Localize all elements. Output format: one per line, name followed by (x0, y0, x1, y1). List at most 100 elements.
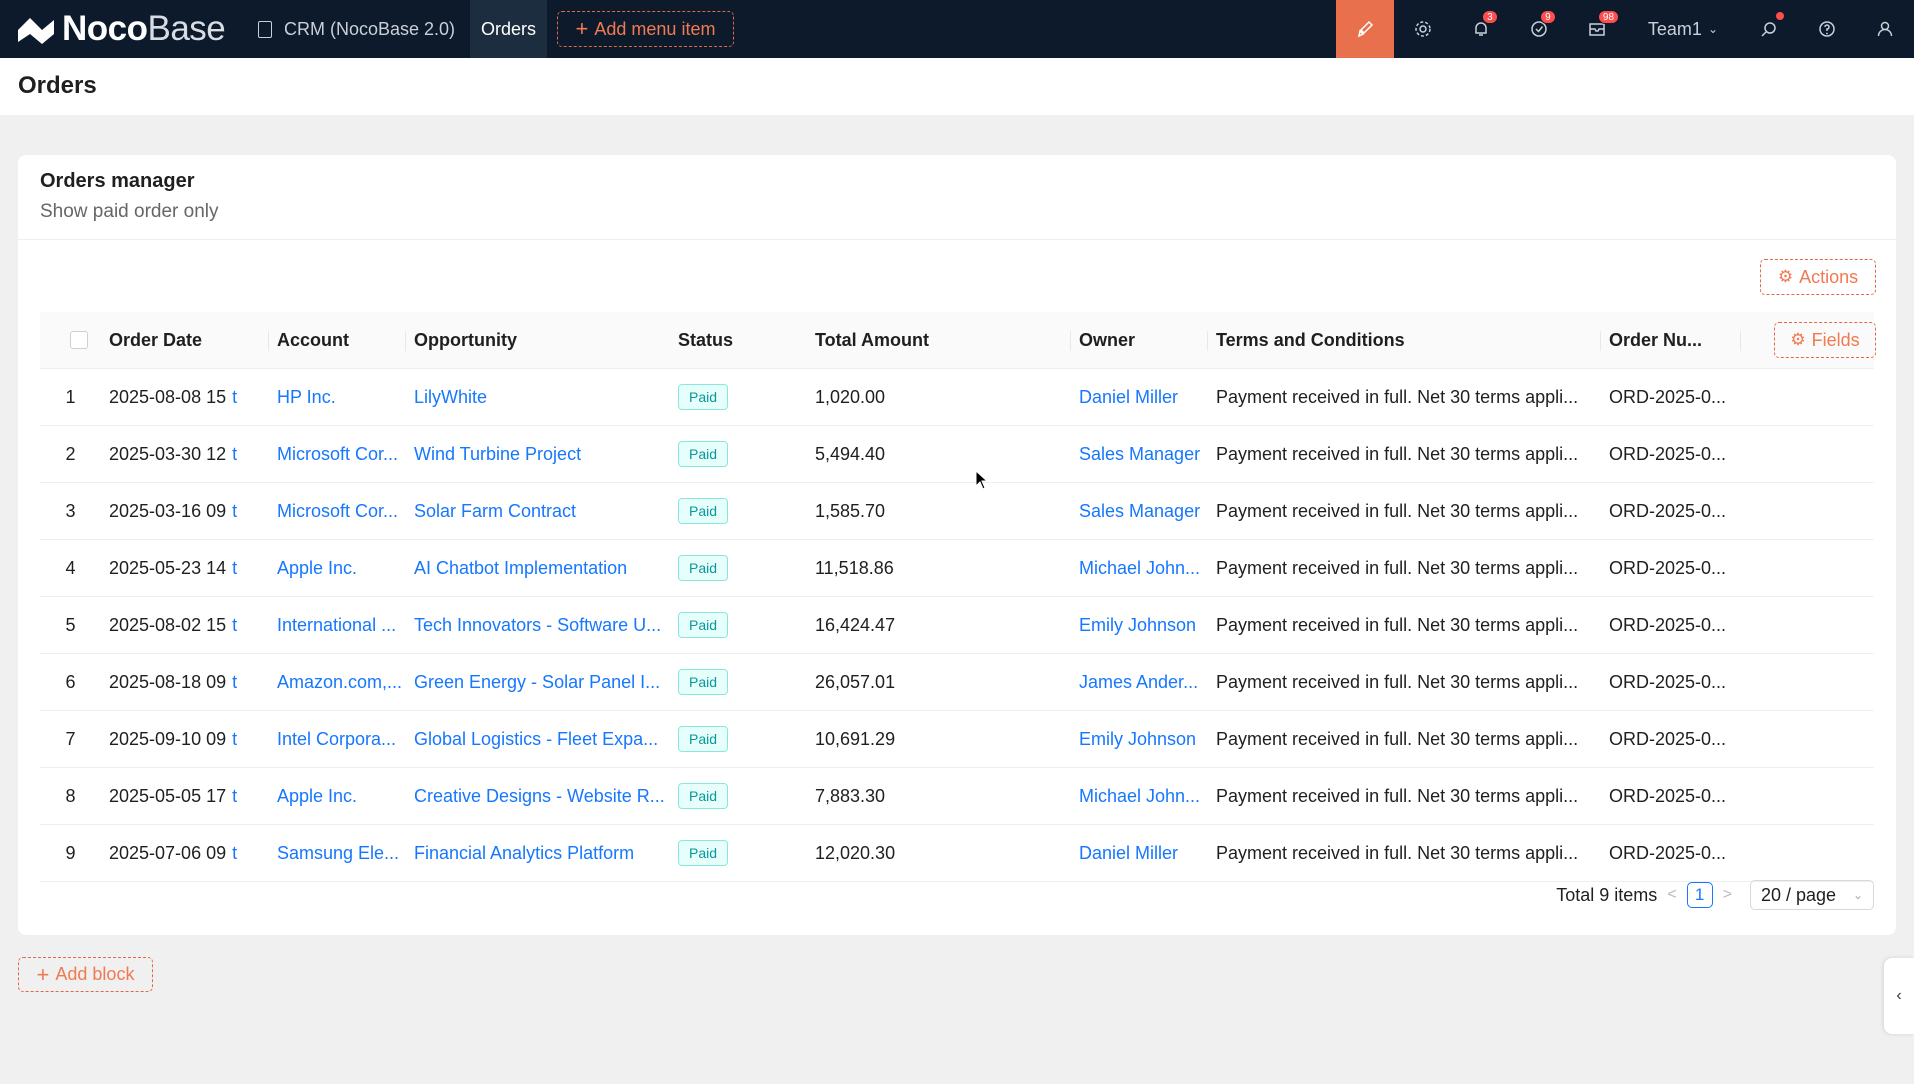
order-date-cell: 2025-08-02 15 t (101, 597, 269, 654)
table-body: 1 2025-08-08 15 t HP Inc. LilyWhite Paid 1,020… (40, 369, 1874, 882)
table-row[interactable]: 1 2025-08-08 15 t HP Inc. LilyWhite Paid 1,020… (40, 369, 1874, 426)
opportunity-link[interactable]: AI Chatbot Implementation (414, 557, 628, 578)
pagination-total: Total 9 items (1556, 884, 1658, 905)
row-index: 6 (65, 671, 76, 692)
page-number[interactable]: 1 (1686, 882, 1713, 908)
owner-link[interactable]: James Ander... (1079, 671, 1199, 692)
owner-link[interactable]: Emily Johnson (1079, 614, 1197, 635)
settings-button[interactable] (1394, 0, 1452, 58)
date-suffix: t (232, 557, 238, 578)
gear-icon: ⚙ (1790, 330, 1806, 349)
row-index: 2 (65, 443, 76, 464)
column-header[interactable]: Terms and Conditions (1208, 312, 1601, 369)
owner-link[interactable]: Daniel Miller (1079, 842, 1179, 863)
status-badge: Paid (678, 384, 729, 410)
owner-link[interactable]: Sales Manager (1079, 500, 1201, 521)
user-menu-button[interactable] (1856, 0, 1914, 58)
date-suffix: t (232, 500, 238, 521)
status-cell: Paid (670, 426, 807, 483)
owner-link[interactable]: Michael John... (1079, 557, 1201, 578)
account-link[interactable]: Microsoft Cor... (277, 443, 399, 464)
select-all-checkbox[interactable] (70, 331, 88, 349)
opportunity-link[interactable]: Global Logistics - Fleet Expa... (414, 728, 659, 749)
owner-link[interactable]: Sales Manager (1079, 443, 1201, 464)
fields-button[interactable]: ⚙ Fields (1774, 322, 1876, 358)
status-cell: Paid (670, 654, 807, 711)
account-link[interactable]: Microsoft Cor... (277, 500, 399, 521)
chevron-right-icon[interactable]: > (1722, 886, 1732, 903)
account-link[interactable]: Amazon.com,... (277, 671, 403, 692)
opportunity-link[interactable]: Financial Analytics Platform (414, 842, 635, 863)
opportunity-link[interactable]: Tech Innovators - Software U... (414, 614, 662, 635)
card-description: Show paid order only (40, 201, 219, 222)
order-date-cell: 2025-05-05 17 t (101, 768, 269, 825)
add-menu-item-button[interactable]: + Add menu item (557, 11, 734, 47)
order-date: 2025-07-06 09 (109, 842, 227, 863)
terms-cell: Payment received in full. Net 30 terms a… (1216, 500, 1579, 521)
date-suffix: t (232, 386, 238, 407)
opportunity-link[interactable]: Creative Designs - Website R... (414, 785, 665, 806)
owner-link[interactable]: Daniel Miller (1079, 386, 1179, 407)
column-header[interactable]: Order Date (101, 312, 269, 369)
account-link[interactable]: Apple Inc. (277, 785, 358, 806)
actions-button[interactable]: ⚙ Actions (1760, 259, 1876, 295)
team-switcher[interactable]: Team1 ⌄ (1626, 0, 1740, 58)
column-header[interactable]: Account (269, 312, 406, 369)
column-header[interactable]: Owner (1071, 312, 1208, 369)
plus-icon: + (575, 16, 589, 41)
table-row[interactable]: 7 2025-09-10 09 t Intel Corpora... Global Lo… (40, 711, 1874, 768)
doc-icon (258, 20, 272, 38)
sidebar-toggle[interactable]: ‹ (1884, 958, 1914, 1034)
account-link[interactable]: HP Inc. (277, 386, 336, 407)
page-size-select[interactable]: 20 / page ⌄ (1750, 880, 1874, 910)
notifications-button[interactable]: 3 (1452, 0, 1510, 58)
column-header[interactable]: Order Nu... (1601, 312, 1741, 369)
chevron-left-icon[interactable]: < (1667, 886, 1677, 903)
chevron-down-icon: ⌄ (1707, 22, 1718, 36)
owner-link[interactable]: Michael John... (1079, 785, 1201, 806)
table-row[interactable]: 3 2025-03-16 09 t Microsoft Cor... Solar Far… (40, 483, 1874, 540)
ui-editor-button[interactable] (1335, 0, 1394, 58)
date-suffix: t (232, 785, 238, 806)
owner-link[interactable]: Emily Johnson (1079, 728, 1197, 749)
account-link[interactable]: Samsung Ele... (277, 842, 400, 863)
nav-item-orders-label: Orders (480, 18, 536, 39)
account-link[interactable]: Apple Inc. (277, 557, 358, 578)
table-row[interactable]: 4 2025-05-23 14 t Apple Inc. AI Chatbot Impl… (40, 540, 1874, 597)
tasks-button[interactable]: 9 (1510, 0, 1568, 58)
nav-item-orders[interactable]: Orders (470, 0, 547, 58)
total-amount: 11,518.86 (815, 557, 894, 578)
gear-icon (1415, 21, 1431, 37)
order-number: ORD-2025-0... (1609, 500, 1727, 521)
table-row[interactable]: 2 2025-03-30 12 t Microsoft Cor... Wind Turb… (40, 426, 1874, 483)
opportunity-link[interactable]: Wind Turbine Project (414, 443, 582, 464)
select-all-cell (40, 312, 101, 369)
opportunity-link[interactable]: Solar Farm Contract (414, 500, 577, 521)
plus-icon: + (36, 961, 50, 987)
status-badge: Paid (678, 555, 729, 581)
table-row[interactable]: 8 2025-05-05 17 t Apple Inc. Creative Design… (40, 768, 1874, 825)
add-block-button[interactable]: + Add block (18, 957, 153, 992)
table-row[interactable]: 9 2025-07-06 09 t Samsung Ele... Financial A… (40, 825, 1874, 882)
nav-item-crm[interactable]: CRM (NocoBase 2.0) (258, 0, 455, 58)
opportunity-link[interactable]: LilyWhite (414, 386, 488, 407)
brand-logo[interactable]: NocoBase (16, 0, 236, 58)
column-header[interactable]: Opportunity (414, 329, 517, 350)
table-row[interactable]: 6 2025-08-18 09 t Amazon.com,... Green Energ… (40, 654, 1874, 711)
status-cell: Paid (670, 483, 807, 540)
help-button[interactable] (1798, 0, 1856, 58)
account-link[interactable]: Intel Corpora... (277, 728, 397, 749)
order-date-cell: 2025-03-16 09 t (101, 483, 269, 540)
table-row[interactable]: 5 2025-08-02 15 t International ... Tech Inn… (40, 597, 1874, 654)
mail-button[interactable]: 98 (1568, 0, 1626, 58)
search-button[interactable] (1740, 0, 1798, 58)
help-icon (1819, 21, 1835, 37)
column-header[interactable]: Status (678, 329, 734, 350)
order-number: ORD-2025-0... (1609, 614, 1727, 635)
opportunity-link[interactable]: Green Energy - Solar Panel I... (414, 671, 661, 692)
column-header[interactable]: Total Amount (807, 312, 1071, 369)
total-amount: 1,585.70 (815, 500, 886, 521)
top-nav: NocoBase CRM (NocoBase 2.0) Orders + Add… (0, 0, 1914, 58)
account-link[interactable]: International ... (277, 614, 397, 635)
status-cell: Paid (670, 540, 807, 597)
